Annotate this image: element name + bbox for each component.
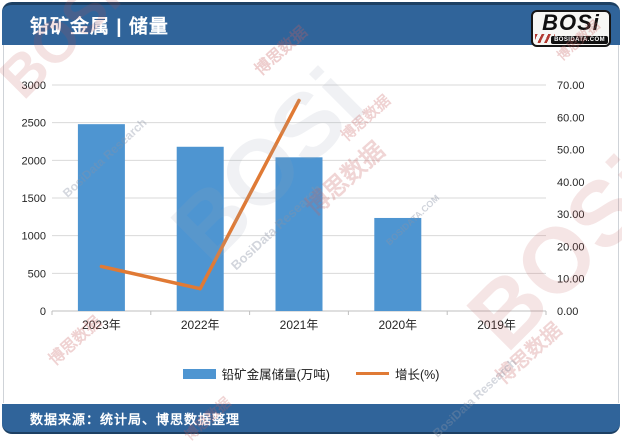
chart-panel xyxy=(3,45,619,403)
bosi-logo: BOSi BOSIDATA.COM xyxy=(531,10,611,47)
bar-series-swatch-icon xyxy=(182,368,216,379)
legend-item-reserves: 铅矿金属储量(万吨) xyxy=(182,364,330,383)
legend-item-growth: 增长(%) xyxy=(355,364,440,383)
logo-stripes-icon xyxy=(535,34,555,43)
legend-label-reserves: 铅矿金属储量(万吨) xyxy=(221,368,330,382)
page-title: 铅矿金属 | 储量 xyxy=(30,16,169,38)
logo-wordmark: BOSi xyxy=(542,10,600,35)
line-series-swatch-icon xyxy=(355,372,389,375)
logo-domain-label: BOSIDATA.COM xyxy=(551,36,608,44)
footer-bar: 数据来源：统计局、博思数据整理 xyxy=(2,404,620,434)
data-source-text: 数据来源：统计局、博思数据整理 xyxy=(30,411,241,427)
legend-label-growth: 增长(%) xyxy=(394,368,440,382)
header-bar: 铅矿金属 | 储量 BOSi BOSIDATA.COM xyxy=(2,2,620,47)
chart-legend: 铅矿金属储量(万吨) 增长(%) xyxy=(0,364,622,383)
